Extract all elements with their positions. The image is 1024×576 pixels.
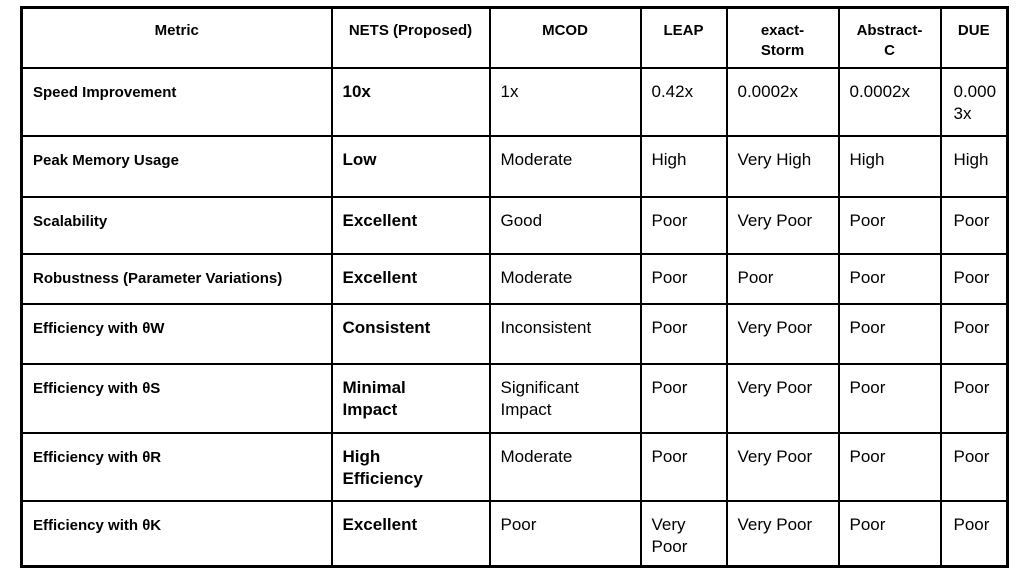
value-cell: Very Poor <box>725 431 840 502</box>
value-cell: Poor <box>837 499 942 568</box>
column-header-label: NETS (Proposed) <box>348 22 473 39</box>
value-cell: Poor <box>939 195 1009 255</box>
metric-cell: Efficiency with θS <box>20 362 333 434</box>
value-cell: 0.0003x <box>939 66 1009 137</box>
table-row: Peak Memory Usage Low Moderate High Very Hig… <box>20 134 1009 198</box>
metric-cell: Peak Memory Usage <box>20 134 333 198</box>
column-header-due: DUE <box>939 6 1009 69</box>
table-row: Scalability Excellent Good Poor Very Poor Poo… <box>20 195 1009 255</box>
metric-cell: Robustness (Parameter Variations) <box>20 252 333 305</box>
value-cell: Poor <box>939 431 1009 502</box>
value-cell: Moderate <box>488 134 642 198</box>
nets-value-cell: Low <box>330 134 491 198</box>
value-cell: Poor <box>639 252 728 305</box>
value-cell: Poor <box>939 252 1009 305</box>
table-row: Robustness (Parameter Variations) Excelle… <box>20 252 1009 305</box>
value-cell: Poor <box>639 302 728 365</box>
value-cell: Significant Impact <box>488 362 642 434</box>
column-header-nets-proposed: NETS (Proposed) <box>330 6 491 69</box>
value-cell: Poor <box>488 499 642 568</box>
value-cell: High <box>837 134 942 198</box>
value-cell: Very Poor <box>725 362 840 434</box>
value-cell: 1x <box>488 66 642 137</box>
metric-cell: Efficiency with θR <box>20 431 333 502</box>
column-header-exact-storm: exact-Storm <box>725 6 840 69</box>
column-header-label: MCOD <box>542 22 588 39</box>
nets-value-cell: Excellent <box>330 499 491 568</box>
column-header-label: Abstract-C <box>856 22 923 59</box>
value-cell: Poor <box>837 195 942 255</box>
value-cell: Poor <box>939 362 1009 434</box>
table-row: Speed Improvement 10x 1x 0.42x 0.0002x 0.0002… <box>20 66 1009 137</box>
column-header-metric: Metric <box>20 6 333 69</box>
value-cell: Poor <box>639 362 728 434</box>
value-cell: Very Poor <box>725 302 840 365</box>
column-header-label: DUE <box>957 22 990 39</box>
value-cell: High <box>939 134 1009 198</box>
nets-value-cell: High Efficiency <box>330 431 491 502</box>
value-cell: Poor <box>837 302 942 365</box>
value-cell: Very Poor <box>725 195 840 255</box>
value-cell: Poor <box>837 252 942 305</box>
value-cell: Poor <box>837 362 942 434</box>
table-row: Efficiency with θK Excellent Poor Very Poor… <box>20 499 1009 568</box>
metric-cell: Speed Improvement <box>20 66 333 137</box>
value-cell: 0.0002x <box>837 66 942 137</box>
value-cell: Very Poor <box>639 499 728 568</box>
column-header-label: LEAP <box>663 22 704 39</box>
metric-cell: Scalability <box>20 195 333 255</box>
table-row: Efficiency with θW Consistent Inconsistent… <box>20 302 1009 365</box>
value-cell: Very Poor <box>725 499 840 568</box>
value-cell: Moderate <box>488 252 642 305</box>
column-header-leap: LEAP <box>639 6 728 69</box>
value-cell: Poor <box>725 252 840 305</box>
nets-value-cell: 10x <box>330 66 491 137</box>
value-cell: 0.42x <box>639 66 728 137</box>
column-header-abstract-c: Abstract-C <box>837 6 942 69</box>
value-cell: High <box>639 134 728 198</box>
table-row: Efficiency with θR High Efficiency Moderat… <box>20 431 1009 502</box>
table-body: Speed Improvement 10x 1x 0.42x 0.0002x 0.0002… <box>20 66 1009 568</box>
value-cell: Poor <box>939 302 1009 365</box>
column-header-mcod: MCOD <box>488 6 642 69</box>
nets-value-cell: Excellent <box>330 195 491 255</box>
value-cell: Poor <box>837 431 942 502</box>
value-cell: Very High <box>725 134 840 198</box>
column-header-label: Metric <box>154 22 199 39</box>
value-cell: Poor <box>639 431 728 502</box>
value-cell: Moderate <box>488 431 642 502</box>
value-cell: Good <box>488 195 642 255</box>
nets-value-cell: Consistent <box>330 302 491 365</box>
column-header-label: exact-Storm <box>760 22 805 59</box>
header-row: Metric NETS (Proposed) MCOD LEAP exact-Storm… <box>20 6 1009 69</box>
metric-cell: Efficiency with θW <box>20 302 333 365</box>
value-cell: Poor <box>939 499 1009 568</box>
value-cell: 0.0002x <box>725 66 840 137</box>
nets-value-cell: Excellent <box>330 252 491 305</box>
metric-cell: Efficiency with θK <box>20 499 333 568</box>
table-row: Efficiency with θS Minimal Impact Signific… <box>20 362 1009 434</box>
value-cell: Poor <box>639 195 728 255</box>
comparison-table: Metric NETS (Proposed) MCOD LEAP exact-Storm… <box>20 6 1009 569</box>
value-cell: Inconsistent <box>488 302 642 365</box>
nets-value-cell: Minimal Impact <box>330 362 491 434</box>
